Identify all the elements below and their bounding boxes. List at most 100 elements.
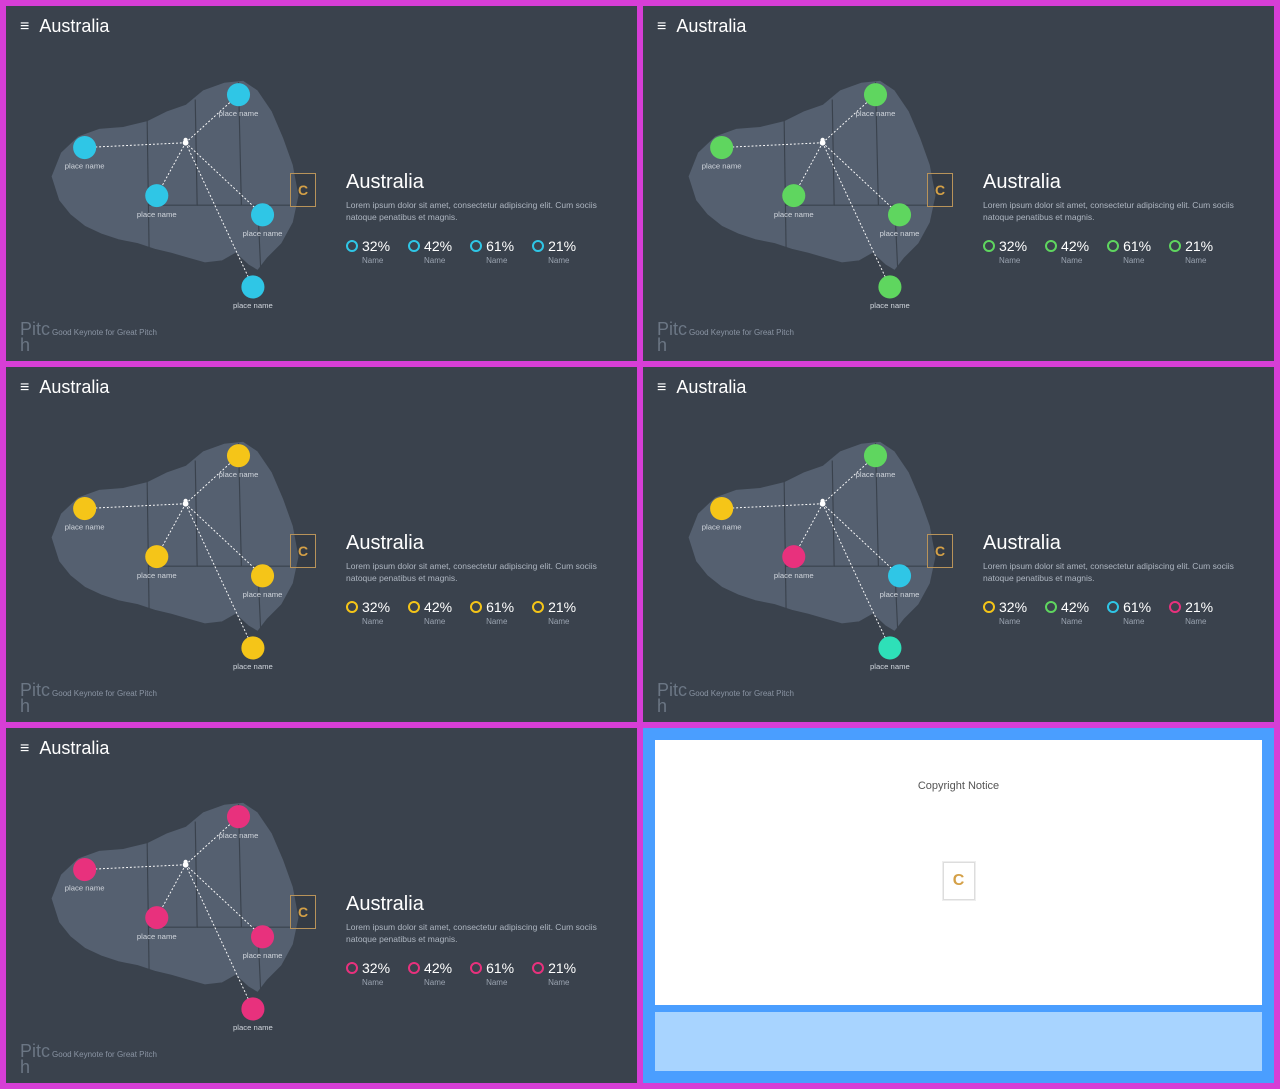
stat-ring-icon <box>346 601 358 613</box>
map-marker[interactable] <box>227 83 250 106</box>
stat-name: Name <box>424 978 452 987</box>
stat-name: Name <box>1061 256 1089 265</box>
menu-icon[interactable]: ≡ <box>657 19 666 35</box>
page-title: Australia <box>676 16 746 37</box>
map: place nameplace nameplace nameplace name… <box>26 61 326 311</box>
watermark: C <box>927 173 953 207</box>
marker-label: place name <box>870 301 910 310</box>
map-marker[interactable] <box>73 497 96 520</box>
page-title: Australia <box>39 377 109 398</box>
stat-name: Name <box>1123 617 1151 626</box>
stat-pct: 21% <box>548 238 576 254</box>
map-slide: ≡AustraliaPitcGood Keynote for Great Pit… <box>643 6 1274 361</box>
map-marker[interactable] <box>227 805 250 828</box>
stat-name: Name <box>999 617 1027 626</box>
map-marker[interactable] <box>145 184 168 207</box>
menu-icon[interactable]: ≡ <box>20 19 29 35</box>
stat-ring-icon <box>408 240 420 252</box>
stat-pct: 21% <box>548 960 576 976</box>
map-marker[interactable] <box>710 497 733 520</box>
stat-pct: 32% <box>362 960 390 976</box>
stat-ring-icon <box>1045 601 1057 613</box>
stat: 42%Name <box>1045 599 1089 626</box>
stat-ring-icon <box>1107 240 1119 252</box>
stat: 42%Name <box>408 238 452 265</box>
map-marker[interactable] <box>864 444 887 467</box>
stat-ring-icon <box>532 601 544 613</box>
marker-label: place name <box>233 301 273 310</box>
stat-pct: 32% <box>362 599 390 615</box>
marker-label: place name <box>65 523 105 532</box>
marker-label: place name <box>702 523 742 532</box>
map-marker[interactable] <box>241 997 264 1020</box>
stat: 61%Name <box>470 960 514 987</box>
marker-label: place name <box>870 662 910 671</box>
stat: 21%Name <box>532 238 576 265</box>
info-desc: Lorem ipsum dolor sit amet, consectetur … <box>983 561 1256 585</box>
stat-ring-icon <box>470 962 482 974</box>
map-marker[interactable] <box>878 636 901 659</box>
map-marker[interactable] <box>73 858 96 881</box>
stat: 21%Name <box>1169 599 1213 626</box>
menu-icon[interactable]: ≡ <box>20 741 29 757</box>
marker-label: place name <box>137 210 177 219</box>
stat-ring-icon <box>470 240 482 252</box>
map-slide: ≡ Australia PitcGood Keynote for Great Pit… <box>6 367 637 722</box>
stat-name: Name <box>999 256 1027 265</box>
stat-pct: 32% <box>999 238 1027 254</box>
stat-ring-icon <box>470 601 482 613</box>
map: place nameplace nameplace nameplace name… <box>663 61 963 311</box>
menu-icon[interactable]: ≡ <box>657 380 666 396</box>
stat: 32%Name <box>346 238 390 265</box>
map-marker[interactable] <box>888 564 911 587</box>
map-marker[interactable] <box>782 545 805 568</box>
info-title: Australia <box>346 532 619 555</box>
info-desc: Lorem ipsum dolor sit amet, consectetur … <box>346 922 619 946</box>
watermark: C <box>927 534 953 568</box>
marker-label: place name <box>856 109 896 118</box>
stat: 32% Name <box>983 238 1027 265</box>
stat-pct: 21% <box>1185 238 1213 254</box>
stat: 32%Name <box>983 599 1027 626</box>
stat-pct: 61% <box>1123 238 1151 254</box>
map-marker[interactable] <box>145 545 168 568</box>
map-marker[interactable] <box>241 636 264 659</box>
marker-label: place name <box>219 470 259 479</box>
map-marker[interactable] <box>227 444 250 467</box>
marker-label: place name <box>65 884 105 893</box>
map: place nameplace nameplace nameplace name… <box>663 422 963 672</box>
stat-pct: 42% <box>424 238 452 254</box>
info-title: Australia <box>983 532 1256 555</box>
stat-name: Name <box>486 617 514 626</box>
info-desc: Lorem ipsum dolor sit amet, consectetur … <box>983 200 1256 224</box>
stat-pct: 42% <box>424 599 452 615</box>
map-marker[interactable] <box>782 184 805 207</box>
stat-ring-icon <box>532 962 544 974</box>
map-marker[interactable] <box>710 136 733 159</box>
map-marker[interactable] <box>251 925 274 948</box>
watermark: C <box>290 173 316 207</box>
brand: PitcGood Keynote for Great Pitchh <box>20 1043 157 1075</box>
stats-row: 32%Name42%Name61%Name21%Name <box>346 599 619 626</box>
stat-ring-icon <box>983 601 995 613</box>
info-panel: AustraliaLorem ipsum dolor sit amet, con… <box>983 171 1256 265</box>
info-desc: Lorem ipsum dolor sit amet, consectetur … <box>346 561 619 585</box>
stat-ring-icon <box>408 962 420 974</box>
map-marker[interactable] <box>864 83 887 106</box>
map-marker[interactable] <box>145 906 168 929</box>
map-marker[interactable] <box>878 275 901 298</box>
map-marker[interactable] <box>251 564 274 587</box>
menu-icon[interactable]: ≡ <box>20 380 29 396</box>
stat-ring-icon <box>1045 240 1057 252</box>
stats-row: 32%Name 42%Name 61%Name 21%Name <box>346 238 619 265</box>
map-marker[interactable] <box>73 136 96 159</box>
page-title: Australia <box>39 16 109 37</box>
stat-ring-icon <box>1169 601 1181 613</box>
brand: PitcGood Keynote for Great Pitchh <box>20 682 157 714</box>
map-marker[interactable] <box>241 275 264 298</box>
map-marker[interactable] <box>888 203 911 226</box>
stats-row: 32%Name42%Name61%Name21%Name <box>983 599 1256 626</box>
map-marker[interactable] <box>251 203 274 226</box>
stat: 61%Name <box>470 238 514 265</box>
stat: 21%Name <box>1169 238 1213 265</box>
